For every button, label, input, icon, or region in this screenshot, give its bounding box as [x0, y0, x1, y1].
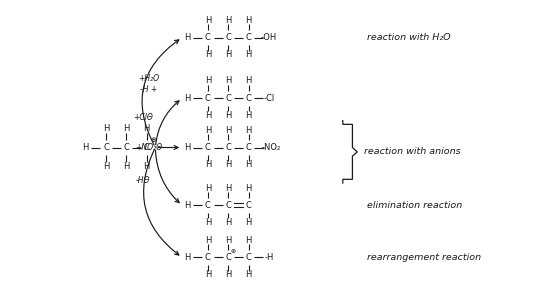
Text: C: C — [225, 94, 231, 103]
FancyArrowPatch shape — [142, 40, 179, 145]
Text: C: C — [225, 143, 231, 152]
Text: elimination reaction: elimination reaction — [367, 201, 462, 210]
Text: C: C — [225, 33, 231, 42]
Text: H: H — [246, 16, 252, 25]
Text: +H₂O
-H +: +H₂O -H + — [138, 74, 159, 94]
Text: -Cl: -Cl — [263, 94, 274, 103]
Text: C: C — [205, 94, 211, 103]
Text: H: H — [225, 126, 232, 135]
Text: H: H — [204, 160, 211, 169]
Text: ⊕: ⊕ — [150, 137, 156, 143]
Text: H: H — [225, 236, 232, 245]
Text: reaction with anions: reaction with anions — [364, 147, 460, 156]
Text: H: H — [225, 183, 232, 193]
FancyArrowPatch shape — [156, 101, 179, 145]
Text: H: H — [246, 111, 252, 120]
Text: C: C — [225, 253, 231, 262]
Text: H: H — [184, 201, 190, 210]
Text: C: C — [246, 33, 252, 42]
Text: H: H — [225, 218, 232, 227]
Text: H: H — [246, 270, 252, 279]
Text: H: H — [225, 111, 232, 120]
Text: H: H — [204, 183, 211, 193]
Text: H: H — [204, 126, 211, 135]
Text: H: H — [184, 33, 190, 42]
Text: H: H — [225, 270, 232, 279]
FancyArrowPatch shape — [158, 145, 178, 150]
Text: reaction with H₂O: reaction with H₂O — [367, 33, 451, 42]
Text: C: C — [246, 253, 252, 262]
Text: C: C — [205, 201, 211, 210]
Text: -HΘ: -HΘ — [136, 176, 150, 185]
Text: H: H — [143, 162, 150, 171]
Text: H: H — [123, 162, 130, 171]
Text: H: H — [123, 124, 130, 133]
Text: C: C — [205, 143, 211, 152]
Text: C: C — [246, 94, 252, 103]
Text: C: C — [103, 143, 109, 152]
Text: H: H — [246, 183, 252, 193]
Text: +NO₂Θ: +NO₂Θ — [135, 143, 162, 152]
Text: H: H — [83, 143, 89, 152]
Text: H: H — [204, 236, 211, 245]
FancyArrowPatch shape — [143, 150, 179, 255]
Text: C: C — [246, 143, 252, 152]
Text: H: H — [204, 111, 211, 120]
Text: C: C — [123, 143, 129, 152]
Text: C: C — [246, 201, 252, 210]
Text: H: H — [204, 270, 211, 279]
Text: H: H — [225, 76, 232, 86]
Text: H: H — [246, 50, 252, 59]
Text: rearrangement reaction: rearrangement reaction — [367, 253, 481, 262]
Text: C: C — [144, 143, 150, 152]
Text: H: H — [204, 76, 211, 86]
Text: C: C — [225, 201, 231, 210]
Text: H: H — [246, 160, 252, 169]
FancyArrowPatch shape — [155, 150, 179, 203]
Text: H: H — [204, 218, 211, 227]
Text: -NO₂: -NO₂ — [261, 143, 281, 152]
Text: H: H — [225, 16, 232, 25]
Text: H: H — [143, 124, 150, 133]
Text: H: H — [225, 160, 232, 169]
Text: +ClΘ: +ClΘ — [133, 113, 153, 122]
Text: -H: -H — [264, 253, 274, 262]
Text: H: H — [246, 218, 252, 227]
Text: ⊕: ⊕ — [231, 249, 236, 254]
Text: H: H — [204, 16, 211, 25]
Text: H: H — [184, 94, 190, 103]
Text: H: H — [184, 143, 190, 152]
Text: H: H — [103, 162, 109, 171]
Text: H: H — [246, 126, 252, 135]
Text: -OH: -OH — [261, 33, 277, 42]
Text: H: H — [246, 236, 252, 245]
Text: H: H — [204, 50, 211, 59]
Text: H: H — [184, 253, 190, 262]
Text: H: H — [246, 76, 252, 86]
Text: C: C — [205, 253, 211, 262]
Text: H: H — [103, 124, 109, 133]
Text: C: C — [205, 33, 211, 42]
Text: H: H — [225, 50, 232, 59]
